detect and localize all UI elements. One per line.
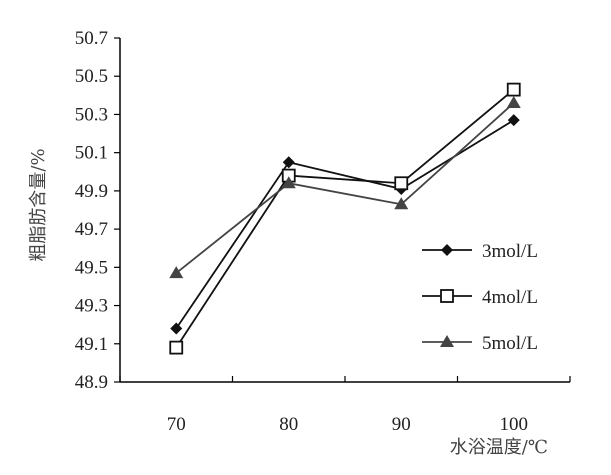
legend-swatch-marker — [441, 244, 453, 256]
series-line — [175, 119, 515, 329]
legend-label: 5mol/L — [482, 333, 538, 354]
data-point — [394, 176, 409, 191]
legend-swatch-marker — [440, 289, 454, 303]
data-point — [506, 82, 521, 97]
legend-swatch-marker — [440, 335, 454, 347]
y-tick-label: 49.9 — [75, 181, 108, 202]
y-tick-label: 50.7 — [75, 28, 108, 49]
series-line — [175, 88, 515, 349]
y-tick-label: 48.9 — [75, 372, 108, 393]
data-point — [170, 322, 183, 335]
data-point — [169, 340, 184, 355]
x-tick-label: 90 — [392, 414, 411, 435]
data-point — [169, 266, 184, 279]
data-point — [507, 114, 520, 127]
axes — [114, 37, 571, 383]
series-group — [169, 82, 521, 355]
y-tick-label: 49.5 — [75, 257, 108, 278]
data-point — [394, 197, 409, 210]
series-1 — [170, 114, 520, 335]
x-tick-label: 100 — [500, 414, 529, 435]
series-2 — [169, 82, 521, 355]
legend-item: 5mol/L — [422, 333, 538, 354]
y-tick-label: 50.1 — [75, 143, 108, 164]
x-axis-title: 水浴温度/℃ — [450, 437, 548, 458]
x-tick-label: 70 — [167, 414, 186, 435]
legend: 3mol/L 4mol/L 5mol/L — [422, 241, 538, 354]
legend-label: 3mol/L — [482, 241, 538, 262]
legend-label: 4mol/L — [482, 287, 538, 308]
y-axis-title: 粗脂肪含量/% — [28, 148, 49, 261]
y-tick-label: 49.7 — [75, 219, 108, 240]
series-line — [175, 102, 515, 274]
data-point — [506, 95, 521, 108]
y-tick-label: 50.3 — [75, 104, 108, 125]
data-point — [281, 176, 296, 189]
legend-item: 4mol/L — [422, 287, 538, 308]
y-tick-label: 49.1 — [75, 334, 108, 355]
legend-item: 3mol/L — [422, 241, 538, 262]
y-tick-labels: 48.9 49.1 49.3 49.5 49.7 49.9 50.1 50.3 50.5 50.7 — [75, 28, 108, 393]
x-tick-labels: 70 80 90 100 — [167, 414, 528, 435]
y-tick-label: 50.5 — [75, 66, 108, 87]
series-3 — [169, 95, 521, 279]
data-point — [282, 156, 295, 169]
x-tick-label: 80 — [279, 414, 298, 435]
y-tick-label: 49.3 — [75, 296, 108, 317]
